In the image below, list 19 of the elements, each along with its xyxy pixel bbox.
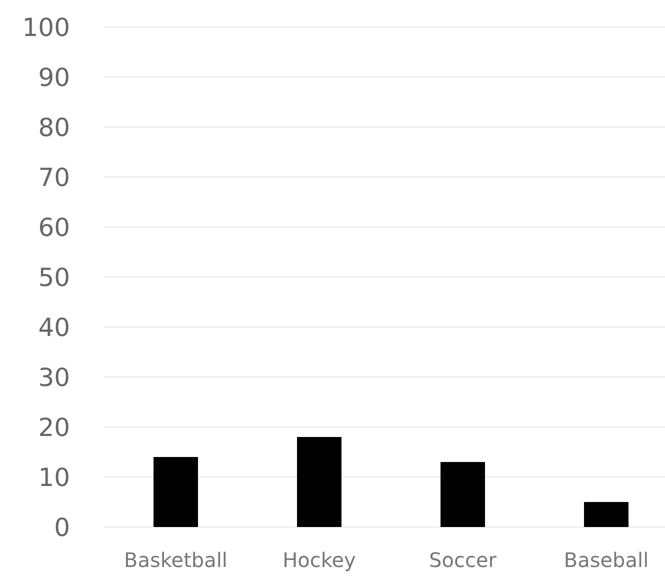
y-tick-label: 90 <box>38 62 70 92</box>
y-tick-label: 100 <box>22 12 70 42</box>
bar <box>154 457 198 527</box>
y-tick-label: 70 <box>38 162 70 192</box>
y-tick-label: 10 <box>38 462 70 492</box>
y-tick-label: 40 <box>38 312 70 342</box>
x-tick-label: Baseball <box>564 548 649 572</box>
bar <box>297 437 342 527</box>
y-tick-label: 0 <box>54 512 70 542</box>
x-tick-label: Hockey <box>282 548 356 572</box>
x-tick-label: Basketball <box>124 548 228 572</box>
y-tick-label: 30 <box>38 362 70 392</box>
bar <box>440 462 485 527</box>
y-tick-label: 80 <box>38 112 70 142</box>
y-tick-label: 60 <box>38 212 70 242</box>
x-tick-label: Soccer <box>429 548 498 572</box>
bar <box>584 502 628 527</box>
y-tick-label: 20 <box>38 412 70 442</box>
y-tick-label: 50 <box>38 262 70 292</box>
